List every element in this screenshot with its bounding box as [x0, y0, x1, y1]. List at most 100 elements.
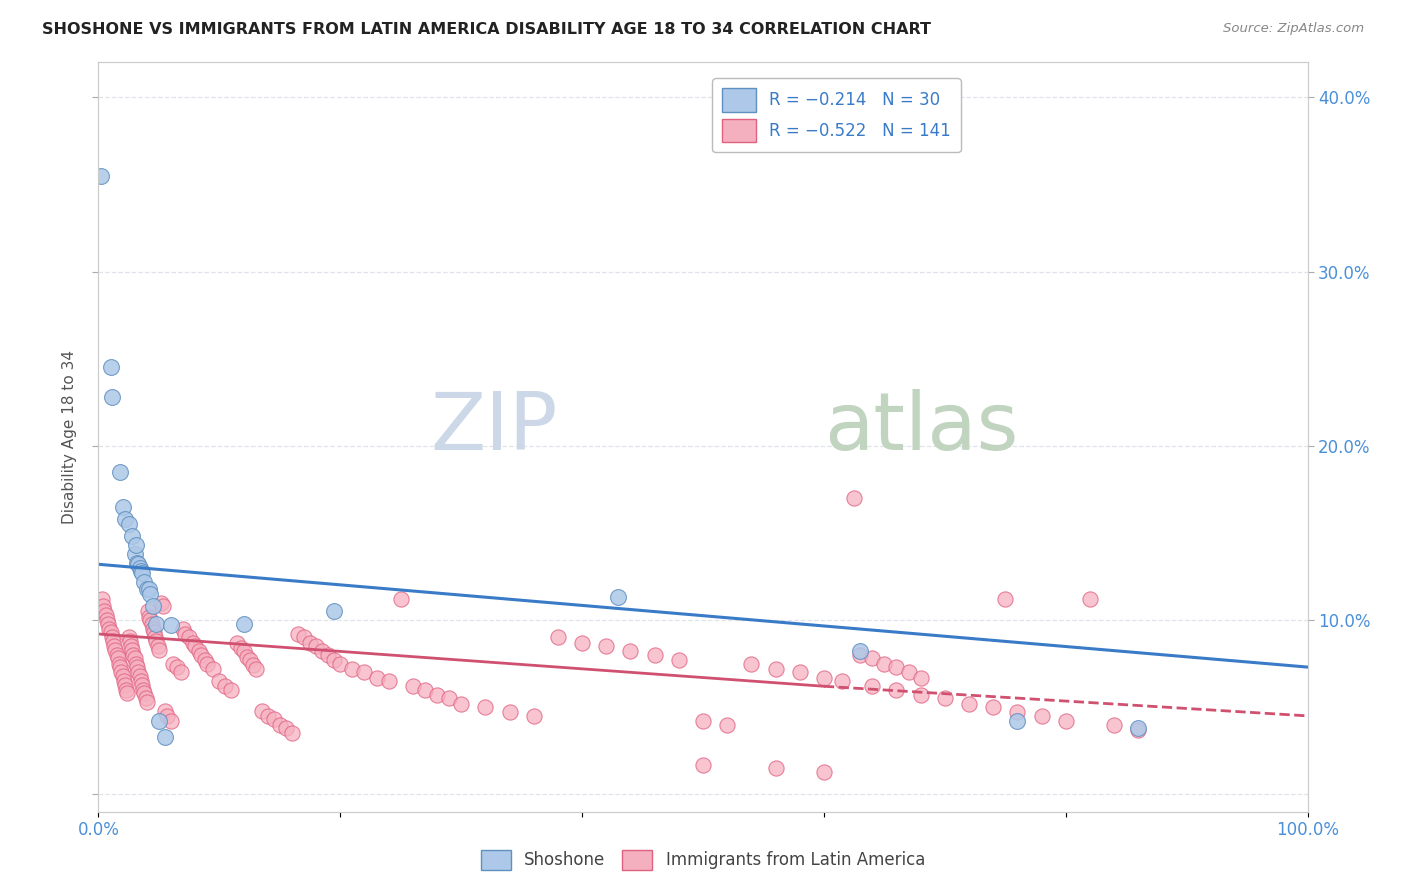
Point: [118, 631, 141, 645]
Point: [595, 639, 617, 653]
Point: [169, 665, 191, 680]
Point: [765, 761, 787, 775]
Point: [311, 644, 333, 658]
Point: [692, 757, 714, 772]
Point: [132, 682, 155, 697]
Point: [127, 558, 149, 572]
Point: [127, 665, 149, 680]
Point: [100, 360, 122, 375]
Point: [305, 639, 328, 653]
Point: [156, 709, 179, 723]
Point: [124, 547, 146, 561]
Point: [127, 556, 149, 570]
Point: [121, 642, 143, 657]
Point: [619, 644, 641, 658]
Point: [129, 564, 152, 578]
Point: [229, 640, 252, 655]
Point: [692, 714, 714, 728]
Point: [1031, 709, 1053, 723]
Point: [114, 677, 136, 691]
Point: [138, 609, 160, 624]
Point: [184, 639, 207, 653]
Point: [281, 726, 304, 740]
Point: [523, 709, 546, 723]
Point: [789, 665, 811, 680]
Point: [143, 625, 166, 640]
Point: [181, 636, 204, 650]
Point: [138, 582, 160, 596]
Point: [124, 651, 146, 665]
Point: [299, 636, 322, 650]
Point: [287, 627, 309, 641]
Point: [547, 631, 569, 645]
Point: [886, 660, 908, 674]
Point: [139, 587, 162, 601]
Point: [120, 639, 142, 653]
Point: [981, 700, 1004, 714]
Point: [121, 529, 143, 543]
Point: [97, 616, 120, 631]
Point: [239, 653, 262, 667]
Point: [131, 677, 153, 691]
Point: [571, 636, 593, 650]
Point: [136, 604, 159, 618]
Point: [160, 618, 183, 632]
Point: [91, 592, 114, 607]
Point: [813, 671, 835, 685]
Point: [142, 622, 165, 636]
Point: [250, 704, 273, 718]
Text: SHOSHONE VS IMMIGRANTS FROM LATIN AMERICA DISABILITY AGE 18 TO 34 CORRELATION CH: SHOSHONE VS IMMIGRANTS FROM LATIN AMERIC…: [42, 22, 931, 37]
Point: [366, 671, 388, 685]
Point: [1007, 714, 1029, 728]
Text: Source: ZipAtlas.com: Source: ZipAtlas.com: [1223, 22, 1364, 36]
Point: [860, 679, 883, 693]
Point: [141, 616, 163, 631]
Point: [232, 644, 254, 658]
Point: [1054, 714, 1077, 728]
Point: [208, 673, 231, 688]
Point: [135, 691, 157, 706]
Point: [145, 616, 167, 631]
Point: [316, 648, 339, 662]
Point: [263, 712, 285, 726]
Point: [274, 721, 297, 735]
Point: [389, 592, 412, 607]
Point: [160, 714, 183, 728]
Point: [245, 662, 267, 676]
Point: [96, 613, 118, 627]
Point: [134, 686, 156, 700]
Point: [256, 709, 278, 723]
Point: [202, 662, 225, 676]
Point: [934, 691, 956, 706]
Y-axis label: Disability Age 18 to 34: Disability Age 18 to 34: [62, 350, 77, 524]
Point: [143, 631, 166, 645]
Point: [844, 491, 866, 505]
Point: [644, 648, 666, 662]
Point: [135, 695, 157, 709]
Point: [413, 682, 436, 697]
Point: [957, 697, 980, 711]
Point: [172, 622, 194, 636]
Point: [98, 622, 121, 636]
Point: [125, 657, 148, 671]
Point: [716, 717, 738, 731]
Point: [886, 682, 908, 697]
Point: [329, 657, 352, 671]
Point: [426, 688, 449, 702]
Point: [831, 673, 853, 688]
Point: [100, 625, 122, 640]
Point: [740, 657, 762, 671]
Point: [1007, 706, 1029, 720]
Point: [873, 657, 896, 671]
Text: ZIP: ZIP: [430, 390, 558, 467]
Point: [1078, 592, 1101, 607]
Point: [897, 665, 920, 680]
Point: [910, 688, 932, 702]
Point: [187, 644, 209, 658]
Point: [148, 714, 170, 728]
Point: [474, 700, 496, 714]
Point: [129, 673, 152, 688]
Point: [100, 390, 122, 404]
Point: [437, 691, 460, 706]
Point: [145, 634, 167, 648]
